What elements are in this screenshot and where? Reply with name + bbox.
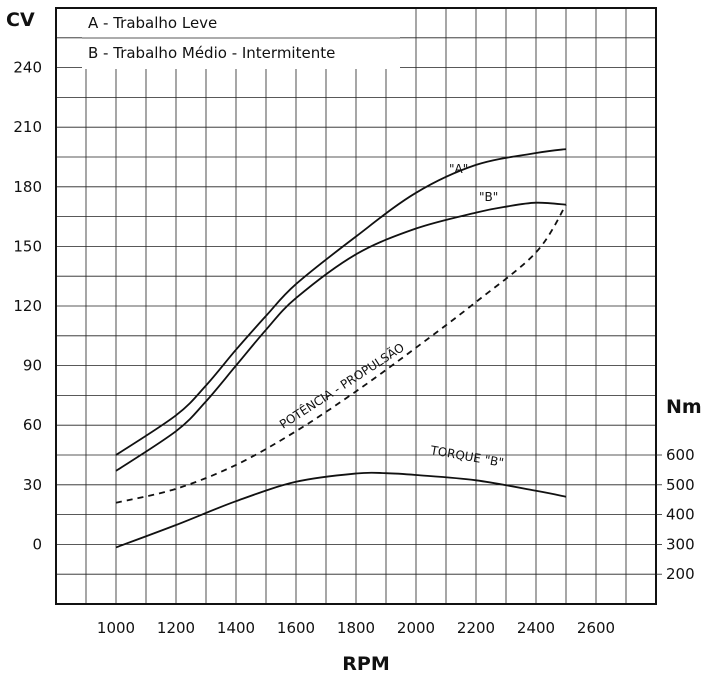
- y2-axis-title-nm: Nm: [666, 396, 702, 418]
- y-tick-label: 0: [32, 535, 42, 553]
- y2-tick-label: 400: [666, 506, 695, 524]
- y-tick-label: 120: [13, 297, 42, 315]
- x-tick-label: 1000: [97, 619, 135, 637]
- series-label-a: "A": [449, 162, 468, 176]
- y-tick-label: 210: [13, 118, 42, 136]
- legend-entry-a: A - Trabalho Leve: [88, 14, 217, 32]
- y2-tick-labels: 200 300 400 500 600: [656, 446, 695, 583]
- y-tick-label: 30: [23, 476, 42, 494]
- x-tick-label: 1400: [217, 619, 255, 637]
- y2-tick-label: 600: [666, 446, 695, 464]
- y-tick-label: 180: [13, 178, 42, 196]
- y-axis-title-cv: CV: [6, 9, 35, 31]
- plot-frame: [55, 7, 657, 605]
- x-tick-label: 2200: [457, 619, 495, 637]
- x-tick-label: 1800: [337, 619, 375, 637]
- series-label-torque-b: TORQUE "B": [428, 443, 504, 470]
- x-tick-label: 2000: [397, 619, 435, 637]
- x-axis-title-rpm: RPM: [342, 653, 389, 675]
- y-tick-label: 240: [13, 59, 42, 77]
- x-tick-label: 2600: [577, 619, 615, 637]
- y2-tick-label: 200: [666, 565, 695, 583]
- x-tick-labels: 1000 1200 1400 1600 1800 2000 2200 2400 2600: [97, 619, 615, 637]
- y2-tick-label: 300: [666, 535, 695, 553]
- x-tick-label: 1200: [157, 619, 195, 637]
- series-lines: [115, 148, 567, 549]
- legend-background: [82, 9, 400, 69]
- curve-a: [115, 148, 567, 456]
- curve-b: [115, 201, 567, 472]
- x-tick-label: 1600: [277, 619, 315, 637]
- y-tick-labels: 0 30 60 90 120 150 180 210 240: [13, 59, 42, 554]
- x-tick-label: 2400: [517, 619, 555, 637]
- curve-torque-b: [115, 471, 567, 549]
- y-tick-label: 150: [13, 237, 42, 255]
- y-tick-label: 90: [23, 357, 42, 375]
- legend-entry-b: B - Trabalho Médio - Intermitente: [88, 44, 335, 62]
- legend: A - Trabalho Leve B - Trabalho Médio - I…: [82, 9, 400, 69]
- curve-potencia-propulsao: [115, 204, 567, 504]
- y2-tick-label: 500: [666, 476, 695, 494]
- grid-lines: [56, 8, 656, 604]
- y-tick-label: 60: [23, 416, 42, 434]
- series-label-b: "B": [479, 190, 498, 204]
